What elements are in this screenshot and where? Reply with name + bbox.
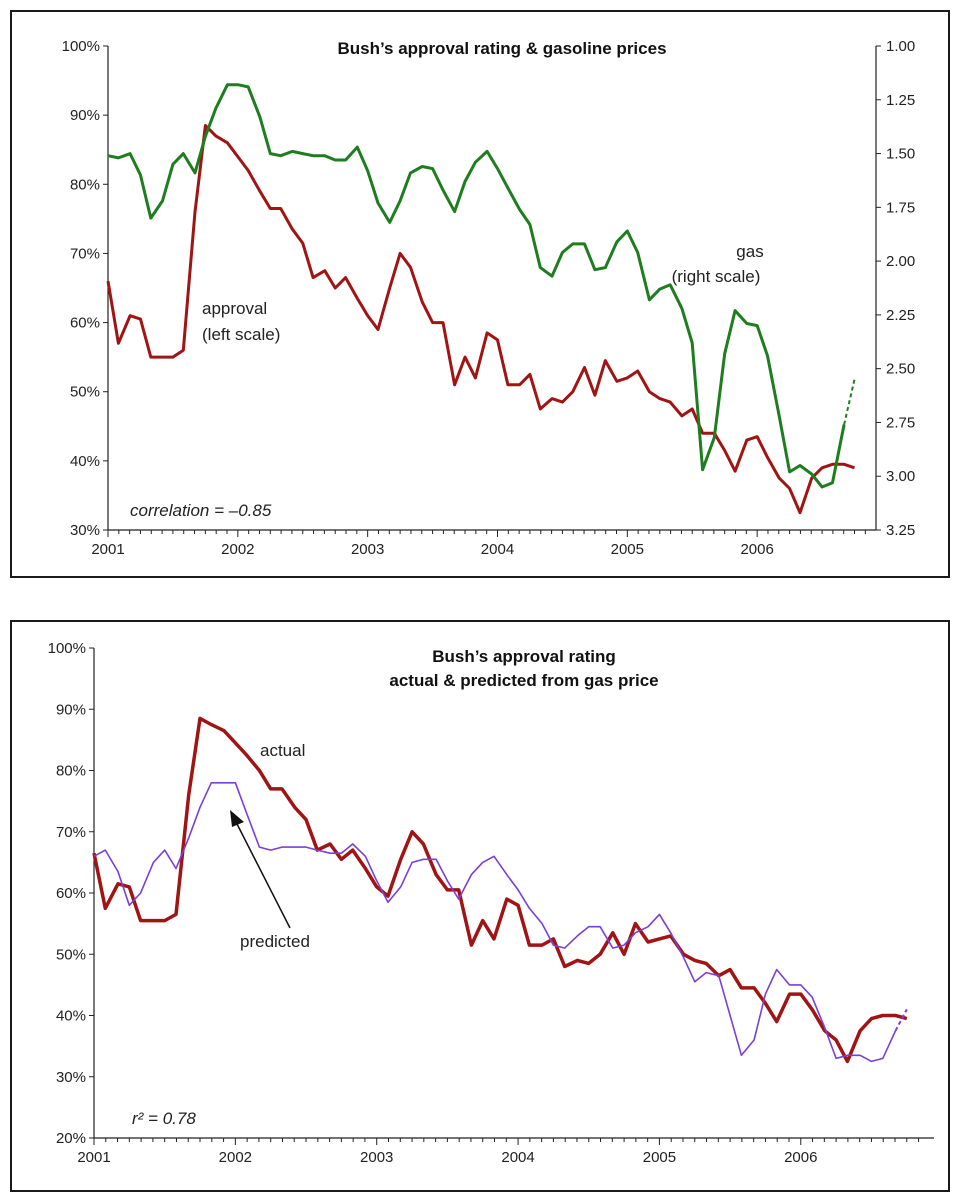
approval-predicted-chart: Bush’s approval rating actual & predicte… (48, 640, 934, 1166)
y-right-tick-label: 1.00 (886, 38, 915, 55)
y-left-tick-label: 100% (48, 640, 86, 657)
y-left-tick-label: 50% (56, 946, 86, 963)
gas-projection-line (843, 379, 856, 425)
y-left-tick-label: 60% (70, 315, 100, 332)
y-left-tick-label: 70% (56, 824, 86, 841)
y-right-tick-label: 2.25 (886, 307, 915, 324)
x-tick-label: 2005 (611, 541, 644, 558)
x-tick-label: 2001 (91, 541, 124, 558)
y-right-tick-label: 3.25 (886, 522, 915, 539)
y-left-tick-label: 90% (56, 701, 86, 718)
predicted-arrow-head (230, 810, 244, 827)
chart-panel-top: Bush’s approval rating & gasoline prices… (10, 10, 950, 578)
x-tick-label: 2001 (77, 1149, 110, 1166)
approval-label: approval (202, 299, 267, 318)
x-tick-label: 2002 (219, 1149, 252, 1166)
y-right-tick-label: 3.00 (886, 468, 915, 485)
x-tick-label: 2006 (740, 541, 773, 558)
y-left-tick-label: 30% (56, 1069, 86, 1086)
chart-panel-bottom: Bush’s approval rating actual & predicte… (10, 620, 950, 1192)
gas-line (107, 83, 846, 489)
x-tick-label: 2002 (221, 541, 254, 558)
x-tick-label: 2003 (351, 541, 384, 558)
y-right-tick-label: 2.75 (886, 414, 915, 431)
y-left-tick-label: 60% (56, 885, 86, 902)
x-tick-label: 2006 (784, 1149, 817, 1166)
approval-line (106, 124, 855, 515)
x-tick-label: 2004 (481, 541, 514, 558)
x-tick-label: 2004 (501, 1149, 534, 1166)
predicted-line (93, 782, 897, 1063)
y-right-tick-label: 1.50 (886, 146, 915, 163)
predicted-arrow-shaft (235, 821, 291, 929)
y-left-tick-label: 20% (56, 1130, 86, 1147)
y-left-tick-label: 30% (70, 522, 100, 539)
approval-scale-label: (left scale) (202, 325, 280, 344)
correlation-label: correlation = –0.85 (130, 501, 272, 520)
y-right-tick-label: 2.00 (886, 253, 915, 270)
y-right-tick-label: 2.50 (886, 361, 915, 378)
chart-title: Bush’s approval rating & gasoline prices (337, 39, 666, 58)
predicted-label: predicted (240, 932, 310, 951)
gas-label: gas (736, 242, 763, 261)
y-left-tick-label: 90% (70, 107, 100, 124)
approval-gas-chart: Bush’s approval rating & gasoline prices… (62, 38, 916, 558)
y-right-tick-label: 1.75 (886, 199, 915, 216)
y-left-tick-label: 80% (56, 763, 86, 780)
chart-title-line-2: actual & predicted from gas price (389, 671, 658, 690)
y-left-tick-label: 100% (62, 38, 100, 55)
chart-title-line-1: Bush’s approval rating (432, 647, 616, 666)
y-left-tick-label: 50% (70, 384, 100, 401)
r-squared-label: r² = 0.78 (132, 1109, 196, 1128)
y-right-tick-label: 1.25 (886, 92, 915, 109)
y-left-tick-label: 80% (70, 176, 100, 193)
actual-line (92, 716, 908, 1064)
y-left-tick-label: 70% (70, 245, 100, 262)
y-left-tick-label: 40% (70, 453, 100, 470)
actual-label: actual (260, 741, 305, 760)
gas-scale-label: (right scale) (672, 267, 761, 286)
predicted-projection-line (894, 1008, 908, 1032)
y-left-tick-label: 40% (56, 1008, 86, 1025)
x-tick-label: 2005 (643, 1149, 676, 1166)
x-tick-label: 2003 (360, 1149, 393, 1166)
